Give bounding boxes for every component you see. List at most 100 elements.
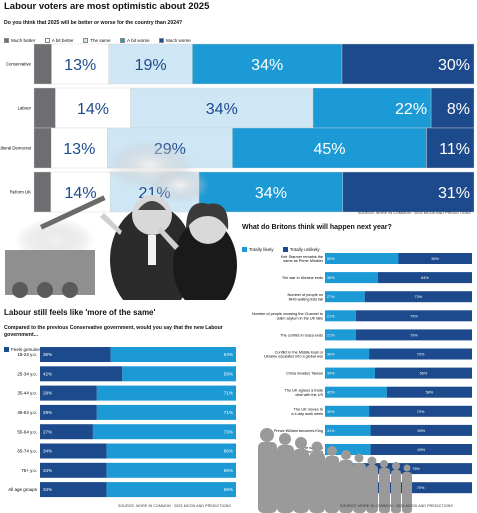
- chart1-source: SOURCE: MORE IN COMMON · 2025 MOOD AND P…: [358, 211, 471, 215]
- legend-label: Much worse: [165, 38, 191, 43]
- chart1-category-label: Reform UK: [10, 190, 31, 195]
- chart1-category-label: Conservative: [6, 62, 32, 67]
- chart3-category-label: Keir Starmer remains the same as Prime Mi…: [281, 255, 324, 263]
- queue-people-icon: [258, 428, 412, 513]
- chart3-category-label: China invades Taiwan: [286, 372, 323, 376]
- chart3-data-label: 69%: [417, 448, 425, 452]
- chart2-bar-different: [40, 462, 107, 478]
- chart3-bar-unlikely: [355, 329, 472, 341]
- legend-label: Totally likely: [249, 247, 274, 252]
- legend-swatch: [120, 38, 126, 43]
- chart3-data-label: 42%: [327, 391, 335, 395]
- chart2-bar-same: [96, 404, 236, 420]
- legend-swatch: [4, 38, 9, 43]
- chart3-bar-likely: [325, 367, 375, 379]
- chart1-data-label: 31%: [438, 185, 470, 202]
- legend-label: Feels genuinely different: [11, 347, 61, 352]
- chart2-category-label: 55-64 y.o.: [17, 429, 37, 434]
- chart2-subtitle: Compared to the previous Conservative go…: [4, 325, 223, 338]
- legend-label: Much better: [11, 38, 36, 43]
- chart3-bar-unlikely: [369, 348, 472, 360]
- legend-item-same: The same: [83, 38, 111, 43]
- chart3-data-label: 64%: [421, 276, 429, 280]
- chart2-data-label: 58%: [224, 371, 233, 376]
- chart2-category-label: 65-74 y.o.: [17, 449, 37, 454]
- chart2-category-label: All age groups: [8, 487, 38, 492]
- chart2-source: SOURCE: MORE IN COMMON · 2025 MOOD AND P…: [118, 504, 231, 508]
- chart3-bar-unlikely: [369, 405, 472, 417]
- legend-swatch: [282, 247, 288, 252]
- chart1-data-label: 30%: [438, 57, 470, 74]
- chart1-data-label: 34%: [251, 57, 283, 74]
- chart3-bar-unlikely: [364, 291, 472, 303]
- chart3-bar-unlikely: [386, 386, 472, 398]
- chart3-bar-likely: [325, 386, 387, 398]
- chart2-data-label: 66%: [224, 449, 233, 454]
- chart3-data-label: 69%: [417, 429, 425, 433]
- chart3-category-label: Number of people on NHS waiting lists fal…: [288, 293, 324, 301]
- chart2-bar-different: [40, 443, 107, 459]
- chart2-data-label: 29%: [43, 410, 52, 415]
- chart3-data-label: 73%: [415, 295, 423, 299]
- chart3-bar-unlikely: [370, 424, 472, 436]
- chart2-data-label: 27%: [43, 429, 52, 434]
- chart1-category-label: Labour: [18, 106, 32, 111]
- chart3-bar-likely: [325, 424, 371, 436]
- chart2-category-label: 18-24 y.o.: [17, 352, 37, 357]
- chart1-bar-segment: [312, 87, 432, 129]
- chart3-bar-unlikely: [369, 482, 472, 494]
- chart2-bar-different: [40, 404, 97, 420]
- chart2-category-label: 75+ y.o.: [21, 468, 37, 473]
- chart1-data-label: 45%: [313, 141, 345, 158]
- chart3-bar-unlikely: [360, 463, 472, 475]
- chart3-data-label: 79%: [410, 333, 418, 337]
- chart1-title: Labour voters are most optimistic about …: [4, 1, 210, 12]
- chart1-bar-segment: [192, 43, 343, 85]
- chart1-bar-segment: [342, 171, 475, 213]
- legend-item-unlikely: Totally unlikely: [282, 247, 320, 252]
- chart2-data-label: 71%: [224, 391, 233, 396]
- legend-item-different: Feels genuinely different: [4, 347, 61, 352]
- chart3-bar-likely: [325, 348, 370, 360]
- legend-swatch: [44, 38, 50, 43]
- queue-photo: [258, 428, 412, 513]
- chart2-bar-different: [40, 482, 107, 498]
- chart3-data-label: 31%: [327, 429, 335, 433]
- chart1-data-label: 11%: [439, 141, 470, 158]
- chart3-data-label: 21%: [327, 333, 335, 337]
- chart1-data-label: 34%: [255, 185, 287, 202]
- chart3-bar-unlikely: [377, 272, 472, 284]
- chart3-data-label: 27%: [327, 295, 335, 299]
- chart3-data-label: 79%: [410, 314, 418, 318]
- chart1-data-label: 19%: [135, 57, 167, 74]
- chart3-data-label: 70%: [417, 410, 425, 414]
- chart3-legend: Totally likely Totally unlikely: [242, 239, 325, 257]
- chart2-data-label: 29%: [43, 391, 52, 396]
- chart2-data-label: 42%: [43, 371, 52, 376]
- legend-swatch: [83, 38, 89, 43]
- chart3-category-label: The UK moves to a 4-day work week: [291, 408, 323, 416]
- chart1-data-label: 13%: [64, 57, 96, 74]
- man-head-icon: [132, 195, 172, 235]
- chart3-data-label: 50%: [431, 257, 439, 261]
- chart2-data-label: 64%: [224, 352, 233, 357]
- chart2-bar-same: [96, 385, 236, 401]
- chart1-data-label: 14%: [77, 101, 109, 118]
- legend-label: A bit better: [51, 38, 74, 43]
- chart2-bar-same: [106, 482, 236, 498]
- chart3-data-label: 21%: [327, 314, 335, 318]
- chart2-data-label: 73%: [224, 429, 233, 434]
- chart2-category-label: 35-44 y.o.: [17, 391, 37, 396]
- chart3-bar-likely: [325, 253, 399, 264]
- smoke-cloud-icon: [150, 167, 210, 203]
- chart1-data-label: 8%: [447, 101, 470, 118]
- chart1-bar-segment: [426, 127, 475, 169]
- chart3-bar-likely: [325, 444, 371, 455]
- chart2-title: Labour still feels like 'more of the sam…: [4, 308, 156, 317]
- chart2-data-label: 34%: [43, 468, 52, 473]
- chart2-data-label: 34%: [43, 487, 52, 492]
- chart2-data-label: 66%: [224, 487, 233, 492]
- chart2-category-label: 45-54 y.o.: [17, 410, 37, 415]
- chart1-bar-segment: [51, 127, 108, 169]
